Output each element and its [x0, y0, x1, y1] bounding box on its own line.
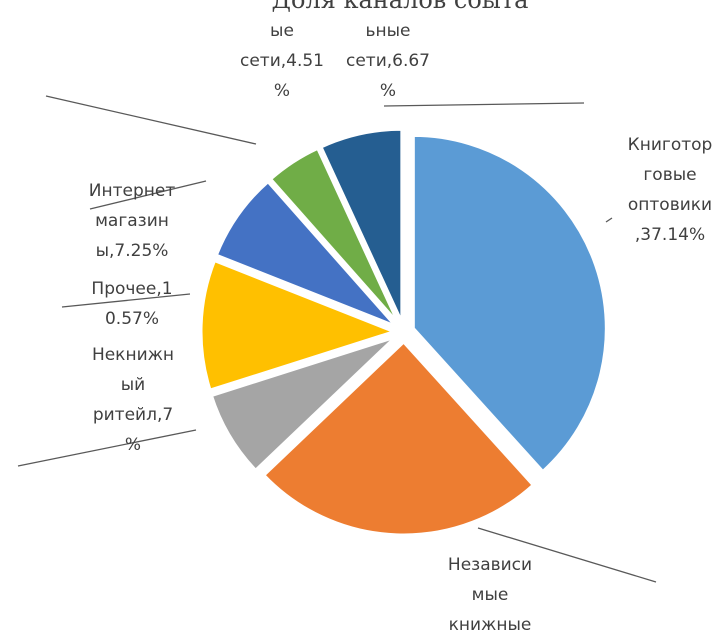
pie-slice-5: [214, 180, 398, 328]
data-label-non-book-retail: Некнижн ый ритейл,7 %: [91, 345, 175, 455]
pie-slice-4: [199, 259, 396, 392]
pie-slice-6: [269, 146, 401, 326]
leader-line: [383, 102, 585, 107]
leader-line: [605, 217, 613, 223]
leader-line: [17, 429, 197, 467]
chart-title: Доля каналов сбыта: [271, 0, 529, 14]
leader-line: [89, 180, 207, 210]
data-label-federal-networks: ьные сети,6.67 %: [345, 21, 430, 101]
leader-line: [477, 527, 657, 583]
data-label-independent: Независи мые книжные: [447, 555, 533, 635]
leader-line: [61, 293, 191, 308]
data-label-wholesalers: Книготор говые оптовики ,37.14%: [627, 135, 713, 245]
data-label-regional-networks: ые сети,4.51 %: [239, 21, 324, 101]
data-label-online-stores: Интернет магазин ы,7.25%: [88, 181, 176, 261]
pie-slice-1: [411, 133, 608, 473]
data-label-other: Прочее,1 0.57%: [91, 279, 173, 329]
leader-line: [45, 95, 257, 145]
pie-slice-7: [319, 127, 404, 324]
pie-slice-3: [209, 335, 397, 472]
pie-slice-2: [262, 340, 535, 537]
